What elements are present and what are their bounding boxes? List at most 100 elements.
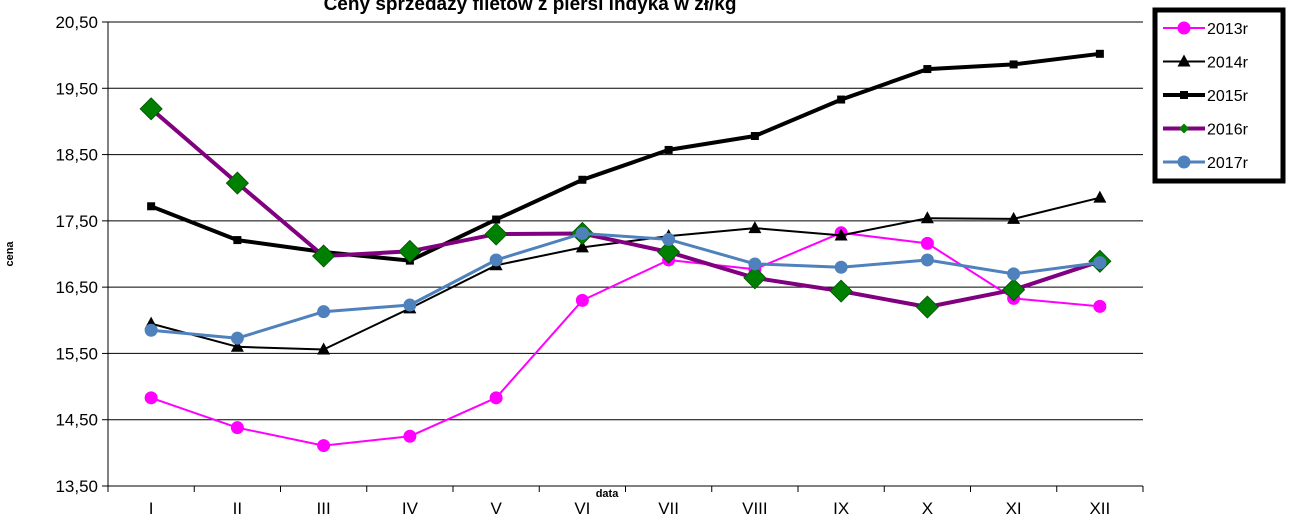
legend-swatch-marker	[1177, 54, 1191, 67]
y-tick-label: 15,50	[55, 344, 98, 363]
data-point	[575, 293, 589, 307]
x-tick-label: XII	[1089, 499, 1110, 518]
y-axis-label: cena	[4, 241, 16, 267]
series-group	[139, 49, 1112, 453]
y-tick-label: 20,50	[55, 13, 98, 32]
data-point	[923, 65, 932, 74]
legend-swatch-marker	[1177, 155, 1191, 169]
data-point	[225, 171, 249, 195]
series-2013r	[144, 226, 1107, 453]
labels: Ceny sprzedaży filetów z piersi indyka w…	[4, 0, 736, 500]
data-point	[147, 202, 156, 211]
y-tick-label: 14,50	[55, 411, 98, 430]
data-point	[662, 232, 676, 246]
data-point	[920, 236, 934, 250]
x-tick-label: IX	[833, 499, 849, 518]
legend-label: 2017r	[1207, 155, 1249, 172]
data-point	[834, 260, 848, 274]
x-tick-label: I	[149, 499, 154, 518]
series-line	[150, 232, 1101, 340]
data-point	[748, 221, 762, 234]
data-point	[1093, 299, 1107, 313]
legend-label: 2015r	[1207, 88, 1249, 105]
data-point	[1009, 60, 1018, 69]
data-point	[317, 439, 331, 453]
data-point	[1007, 211, 1021, 224]
data-point	[144, 323, 158, 337]
data-point	[834, 228, 848, 241]
data-point	[489, 253, 503, 267]
data-point	[1093, 190, 1107, 203]
legend-label: 2014r	[1207, 55, 1249, 72]
data-point	[492, 215, 501, 224]
legend-label: 2016r	[1207, 122, 1249, 139]
data-point	[743, 266, 767, 290]
legend-item: 2015r	[1163, 88, 1249, 105]
data-point	[403, 429, 417, 443]
data-point	[317, 305, 331, 319]
legend-item: 2013r	[1163, 21, 1249, 38]
data-point	[915, 295, 939, 319]
data-point	[829, 279, 853, 303]
data-point	[233, 236, 242, 245]
data-point	[144, 391, 158, 405]
x-axis-label: data	[596, 488, 620, 500]
data-point	[657, 240, 681, 264]
x-tick-label: V	[490, 499, 502, 518]
data-point	[748, 257, 762, 271]
data-point	[230, 331, 244, 345]
series-2016r	[139, 97, 1112, 319]
x-tick-label: III	[317, 499, 331, 518]
x-tick-label: IV	[402, 499, 419, 518]
x-tick-label: VIII	[742, 499, 768, 518]
data-point	[489, 391, 503, 405]
legend-item: 2014r	[1163, 54, 1249, 72]
x-tick-label: II	[233, 499, 242, 518]
data-point	[750, 132, 759, 141]
data-point	[484, 222, 508, 246]
y-tick-label: 17,50	[55, 212, 98, 231]
data-point	[575, 240, 589, 253]
x-tick-label: VI	[574, 499, 590, 518]
legend: 2013r 2014r 2015r 2016r 2017r	[1152, 7, 1286, 184]
chart-title: Ceny sprzedaży filetów z piersi indyka w…	[324, 0, 737, 15]
data-point	[1007, 267, 1021, 281]
y-tick-label: 19,50	[55, 79, 98, 98]
data-point	[403, 298, 417, 312]
legend-swatch-marker	[1179, 123, 1189, 134]
y-tick-label: 13,50	[55, 477, 98, 496]
legend-swatch-marker	[1180, 91, 1188, 99]
data-point	[920, 253, 934, 267]
data-point	[920, 211, 934, 224]
data-point	[230, 421, 244, 435]
y-tick-label: 18,50	[55, 146, 98, 165]
series-2015r	[147, 49, 1104, 265]
legend-swatch-marker	[1177, 21, 1191, 35]
legend-item: 2017r	[1163, 155, 1249, 172]
data-point	[575, 226, 589, 240]
data-point	[578, 175, 587, 184]
x-tick-label: VII	[658, 499, 679, 518]
x-tick-label: XI	[1006, 499, 1022, 518]
axes: 13,50 14,50 15,50 16,50 17,50 18,50 19,50 20,50…	[55, 13, 1144, 518]
data-point	[1093, 256, 1107, 270]
y-tick-label: 16,50	[55, 278, 98, 297]
series-line	[149, 107, 1101, 309]
data-point	[230, 339, 244, 352]
data-point	[139, 97, 163, 121]
data-point	[664, 145, 673, 154]
series-2014r	[144, 190, 1107, 355]
data-point	[312, 244, 336, 268]
grid-lines	[108, 21, 1143, 421]
legend-item: 2016r	[1163, 122, 1249, 139]
series-line	[150, 51, 1101, 263]
data-point	[1095, 49, 1104, 58]
data-point	[837, 95, 846, 104]
legend-label: 2013r	[1207, 21, 1249, 38]
x-tick-label: X	[922, 499, 933, 518]
series-line	[150, 231, 1100, 447]
data-point	[1002, 278, 1026, 302]
series-2017r	[144, 226, 1107, 345]
data-point	[398, 239, 422, 263]
